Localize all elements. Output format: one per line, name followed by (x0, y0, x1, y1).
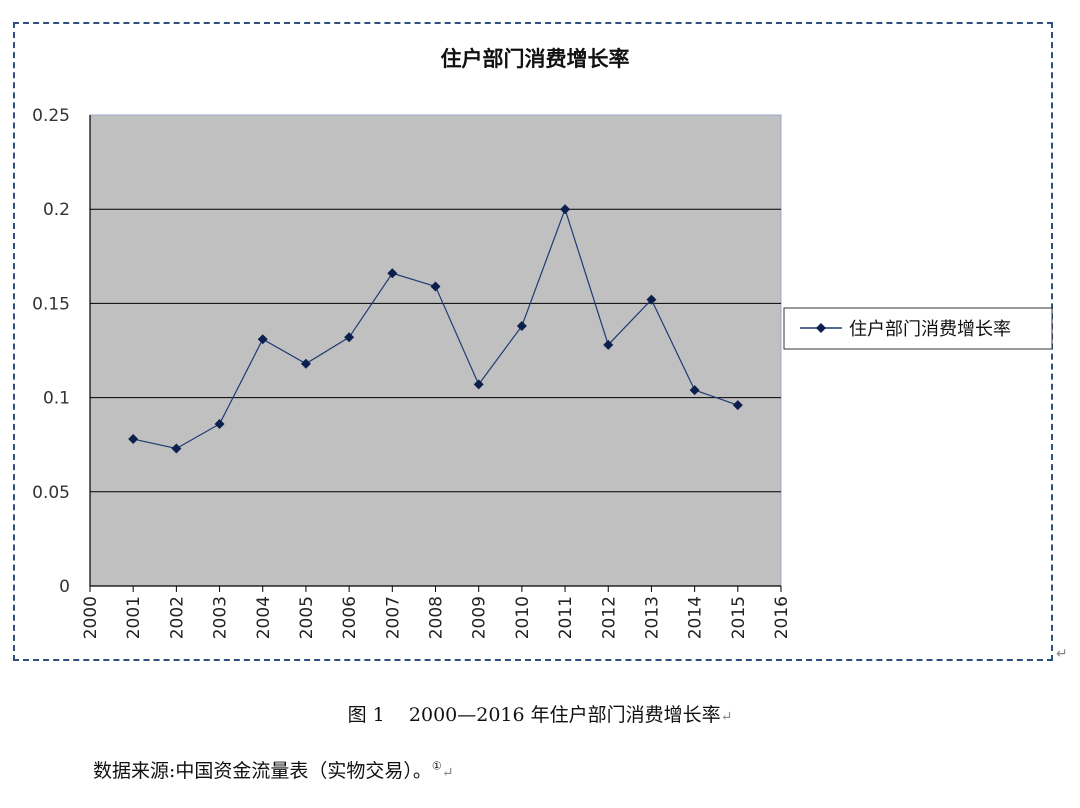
data-point (689, 385, 700, 396)
data-point (128, 434, 139, 445)
x-tick-label: 2008 (427, 596, 447, 639)
paragraph-mark: ↵ (1056, 646, 1068, 662)
x-tick-label: 2004 (254, 596, 274, 639)
x-tick-label: 2000 (81, 596, 101, 639)
data-point (300, 358, 311, 369)
caption-text: 2000—2016 年住户部门消费增长率 (408, 704, 721, 726)
y-tick-label: 0.05 (32, 483, 70, 503)
data-point (387, 268, 398, 279)
x-tick-label: 2006 (340, 596, 360, 639)
source-text: 数据来源:中国资金流量表（实物交易）。 (93, 760, 432, 782)
data-point (171, 443, 182, 454)
y-tick-label: 0.2 (43, 200, 70, 220)
x-tick-label: 2016 (772, 596, 792, 639)
data-point (516, 321, 527, 332)
y-tick-label: 0.15 (32, 294, 70, 314)
chart-title: 住户部门消费增长率 (441, 47, 630, 71)
legend: 住户部门消费增长率 (783, 307, 1053, 350)
data-point (473, 379, 484, 390)
x-tick-label: 2007 (383, 596, 403, 639)
x-tick-labels: 2000 2001 2002 2003 2004 2005 2006 2007 2008 2009… (81, 596, 792, 639)
source-mark: ↵ (441, 765, 454, 781)
x-tick-label: 2014 (686, 596, 706, 639)
data-point (257, 334, 268, 345)
grid-lines (90, 208, 781, 493)
plot-area (89, 114, 782, 587)
data-point (344, 332, 355, 343)
data-point (732, 400, 743, 411)
caption-mark: ↵ (720, 709, 733, 725)
y-tick-labels: 0 0.05 0.1 0.15 0.2 0.25 (32, 106, 70, 597)
x-tick-label: 2009 (470, 596, 490, 639)
data-point (560, 204, 571, 215)
figure-caption: 图 1 2000—2016 年住户部门消费增长率↵ (0, 700, 1080, 727)
data-point (603, 339, 614, 350)
data-point (214, 418, 225, 429)
line-chart: 住户部门消费增长率 00.050.10.150.20.25 2000 2001 20… (32, 47, 1053, 639)
x-tick-label: 2013 (642, 596, 662, 639)
series-group (128, 204, 743, 454)
x-tick-label: 2001 (124, 596, 144, 639)
footnote-marker: ① (431, 759, 442, 773)
x-tick-label: 2012 (599, 596, 619, 639)
data-point (430, 281, 441, 292)
x-tick-label: 2005 (297, 596, 317, 639)
legend-label: 住户部门消费增长率 (849, 319, 1011, 340)
caption-label: 图 1 (347, 704, 385, 726)
x-tick-label: 2010 (513, 596, 533, 639)
y-tick-label: 0 (59, 577, 70, 597)
x-tick-label: 2002 (167, 596, 187, 639)
x-tick-label: 2015 (729, 596, 749, 639)
axes (89, 115, 782, 592)
y-tick-label: 0.25 (32, 106, 70, 126)
x-tick-label: 2003 (211, 596, 231, 639)
x-tick-label: 2011 (556, 596, 576, 639)
data-source: 数据来源:中国资金流量表（实物交易）。①↵ (93, 756, 454, 783)
legend-marker (816, 323, 826, 333)
y-tick-label: 0.1 (43, 389, 70, 409)
data-point (646, 294, 657, 305)
